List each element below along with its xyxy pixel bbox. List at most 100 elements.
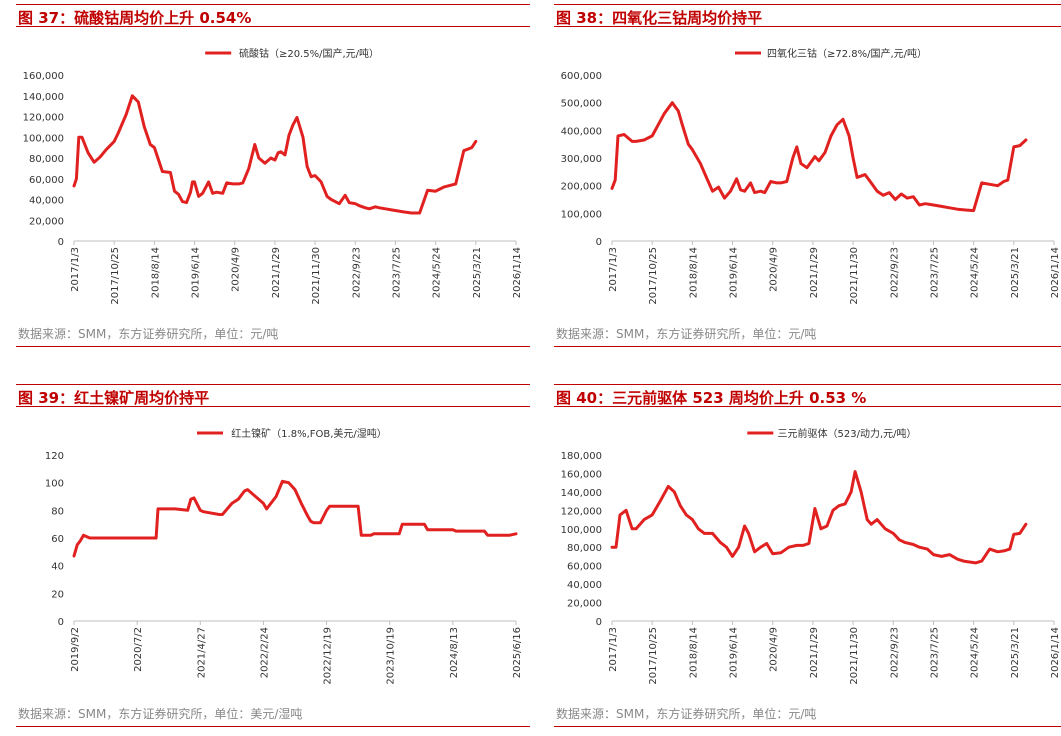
panel-title-bar: 图 38：四氧化三钴周均价持平 bbox=[554, 4, 1061, 27]
y-tick-label: 40,000 bbox=[567, 580, 602, 591]
y-tick-label: 500,000 bbox=[561, 99, 602, 110]
x-tick-label: 2020/7/2 bbox=[133, 627, 144, 672]
y-tick-label: 300,000 bbox=[561, 154, 602, 165]
x-tick-label: 2017/10/25 bbox=[648, 627, 659, 685]
y-tick-label: 100,000 bbox=[561, 209, 602, 220]
legend-label: 硫酸钴（≥20.5%/国产,元/吨） bbox=[239, 47, 379, 60]
x-tick-label: 2019/6/14 bbox=[729, 627, 740, 678]
source-note-bar: 数据来源：SMM，东方证券研究所，单位：美元/湿吨 bbox=[16, 703, 530, 727]
x-tick-label: 2022/9/23 bbox=[889, 627, 900, 678]
y-tick-label: 160,000 bbox=[561, 469, 602, 480]
x-tick-label: 2024/5/24 bbox=[432, 247, 443, 298]
x-tick-label: 2024/8/13 bbox=[449, 627, 460, 678]
x-tick-label: 2026/1/14 bbox=[1050, 627, 1061, 678]
y-tick-label: 80,000 bbox=[567, 543, 602, 554]
y-tick-label: 180,000 bbox=[561, 451, 602, 462]
x-tick-label: 2023/7/25 bbox=[929, 247, 940, 298]
y-tick-label: 0 bbox=[596, 617, 602, 628]
x-tick-label: 2021/4/27 bbox=[196, 627, 207, 678]
x-tick-label: 2019/6/14 bbox=[729, 247, 740, 298]
legend-label: 四氧化三钴（≥72.8%/国产,元/吨） bbox=[767, 47, 927, 60]
y-tick-label: 40 bbox=[51, 562, 64, 573]
y-tick-label: 100,000 bbox=[23, 133, 64, 144]
y-tick-label: 140,000 bbox=[561, 488, 602, 499]
y-tick-label: 0 bbox=[58, 617, 64, 628]
x-tick-label: 2021/11/30 bbox=[311, 247, 322, 305]
y-tick-label: 20,000 bbox=[567, 599, 602, 610]
y-tick-label: 0 bbox=[596, 237, 602, 248]
y-tick-label: 400,000 bbox=[561, 126, 602, 137]
y-tick-label: 20 bbox=[51, 589, 64, 600]
x-tick-label: 2020/4/9 bbox=[231, 247, 242, 292]
x-tick-label: 2025/6/16 bbox=[512, 627, 523, 678]
x-tick-label: 2018/8/14 bbox=[688, 627, 699, 678]
y-tick-label: 100 bbox=[45, 479, 64, 490]
source-note: 数据来源：SMM，东方证券研究所，单位：元/吨 bbox=[556, 707, 817, 721]
chart-panel-ternary-precursor: 图 40：三元前驱体 523 周均价上升 0.53 % 三元前驱体（523/动力… bbox=[554, 384, 1061, 727]
y-tick-label: 60,000 bbox=[29, 175, 64, 186]
x-tick-label: 2021/1/29 bbox=[809, 627, 820, 678]
y-tick-label: 120,000 bbox=[561, 506, 602, 517]
y-tick-label: 120,000 bbox=[23, 113, 64, 124]
y-tick-label: 200,000 bbox=[561, 182, 602, 193]
y-tick-label: 160,000 bbox=[23, 71, 64, 82]
x-tick-label: 2019/9/2 bbox=[70, 627, 81, 672]
chart-title: 图 37：硫酸钴周均价上升 0.54% bbox=[18, 9, 252, 27]
panel-title-bar: 图 40：三元前驱体 523 周均价上升 0.53 % bbox=[554, 384, 1061, 407]
x-tick-label: 2018/8/14 bbox=[688, 247, 699, 298]
x-tick-label: 2024/5/24 bbox=[970, 247, 981, 298]
x-tick-label: 2020/4/9 bbox=[769, 627, 780, 672]
y-tick-label: 140,000 bbox=[23, 92, 64, 103]
x-tick-label: 2021/1/29 bbox=[271, 247, 282, 298]
x-tick-label: 2026/1/14 bbox=[512, 247, 523, 298]
x-tick-label: 2021/11/30 bbox=[849, 247, 860, 305]
x-tick-label: 2017/1/3 bbox=[608, 247, 619, 292]
x-tick-label: 2017/10/25 bbox=[110, 247, 121, 305]
panel-title-bar: 图 39：红土镍矿周均价持平 bbox=[16, 384, 530, 407]
y-tick-label: 20,000 bbox=[29, 216, 64, 227]
chart-title: 图 40：三元前驱体 523 周均价上升 0.53 % bbox=[556, 389, 867, 407]
x-tick-label: 2025/3/21 bbox=[1010, 627, 1021, 678]
source-note: 数据来源：SMM，东方证券研究所，单位：元/吨 bbox=[18, 327, 279, 341]
x-tick-label: 2021/11/30 bbox=[849, 627, 860, 685]
source-note: 数据来源：SMM，东方证券研究所，单位：元/吨 bbox=[556, 327, 817, 341]
y-tick-label: 40,000 bbox=[29, 196, 64, 207]
chart-svg: 四氧化三钴（≥72.8%/国产,元/吨） 0 100,000 200,000 300,0… bbox=[561, 47, 1061, 305]
chart-panel-cobalt-oxide: 图 38：四氧化三钴周均价持平 四氧化三钴（≥72.8%/国产,元/吨） 0 100… bbox=[554, 4, 1061, 347]
x-tick-label: 2026/1/14 bbox=[1050, 247, 1061, 298]
series-line bbox=[72, 479, 518, 558]
x-tick-label: 2022/9/23 bbox=[351, 247, 362, 298]
legend-label: 红土镍矿（1.8%,FOB,美元/湿吨） bbox=[231, 427, 387, 440]
x-tick-label: 2017/10/25 bbox=[648, 247, 659, 305]
x-tick-label: 2022/2/24 bbox=[259, 627, 270, 678]
x-tick-label: 2017/1/3 bbox=[70, 247, 81, 292]
legend-label: 三元前驱体（523/动力,元/吨） bbox=[777, 427, 916, 440]
series-line bbox=[610, 470, 1028, 565]
source-note-bar: 数据来源：SMM，东方证券研究所，单位：元/吨 bbox=[554, 323, 1061, 347]
chart-svg: 三元前驱体（523/动力,元/吨） 0 20,000 40,000 60,000 80,0… bbox=[561, 427, 1061, 685]
y-tick-label: 120 bbox=[45, 451, 64, 462]
x-tick-label: 2021/1/29 bbox=[809, 247, 820, 298]
y-tick-label: 60 bbox=[51, 534, 64, 545]
chart-panel-cobalt-sulfate: 图 37：硫酸钴周均价上升 0.54% 硫酸钴（≥20.5%/国产,元/吨） 0 2… bbox=[16, 4, 530, 347]
x-tick-label: 2017/1/3 bbox=[608, 627, 619, 672]
y-tick-label: 600,000 bbox=[561, 71, 602, 82]
series-line bbox=[72, 94, 478, 215]
chart-svg: 红土镍矿（1.8%,FOB,美元/湿吨） 0 20 40 60 80 100 120 2019/… bbox=[45, 427, 523, 685]
y-tick-label: 80 bbox=[51, 506, 64, 517]
x-tick-label: 2022/9/23 bbox=[889, 247, 900, 298]
y-tick-label: 60,000 bbox=[567, 562, 602, 573]
x-tick-label: 2023/7/25 bbox=[391, 247, 402, 298]
y-tick-label: 100,000 bbox=[561, 525, 602, 536]
chart-title: 图 39：红土镍矿周均价持平 bbox=[18, 389, 210, 407]
y-tick-label: 0 bbox=[58, 237, 64, 248]
x-tick-label: 2023/7/25 bbox=[929, 627, 940, 678]
x-tick-label: 2022/12/19 bbox=[323, 627, 334, 685]
x-tick-label: 2018/8/14 bbox=[150, 247, 161, 298]
x-tick-label: 2019/6/14 bbox=[191, 247, 202, 298]
source-note: 数据来源：SMM，东方证券研究所，单位：美元/湿吨 bbox=[18, 707, 303, 721]
source-note-bar: 数据来源：SMM，东方证券研究所，单位：元/吨 bbox=[554, 703, 1061, 727]
x-tick-label: 2023/10/19 bbox=[386, 627, 397, 685]
y-tick-label: 80,000 bbox=[29, 154, 64, 165]
panel-title-bar: 图 37：硫酸钴周均价上升 0.54% bbox=[16, 4, 530, 27]
